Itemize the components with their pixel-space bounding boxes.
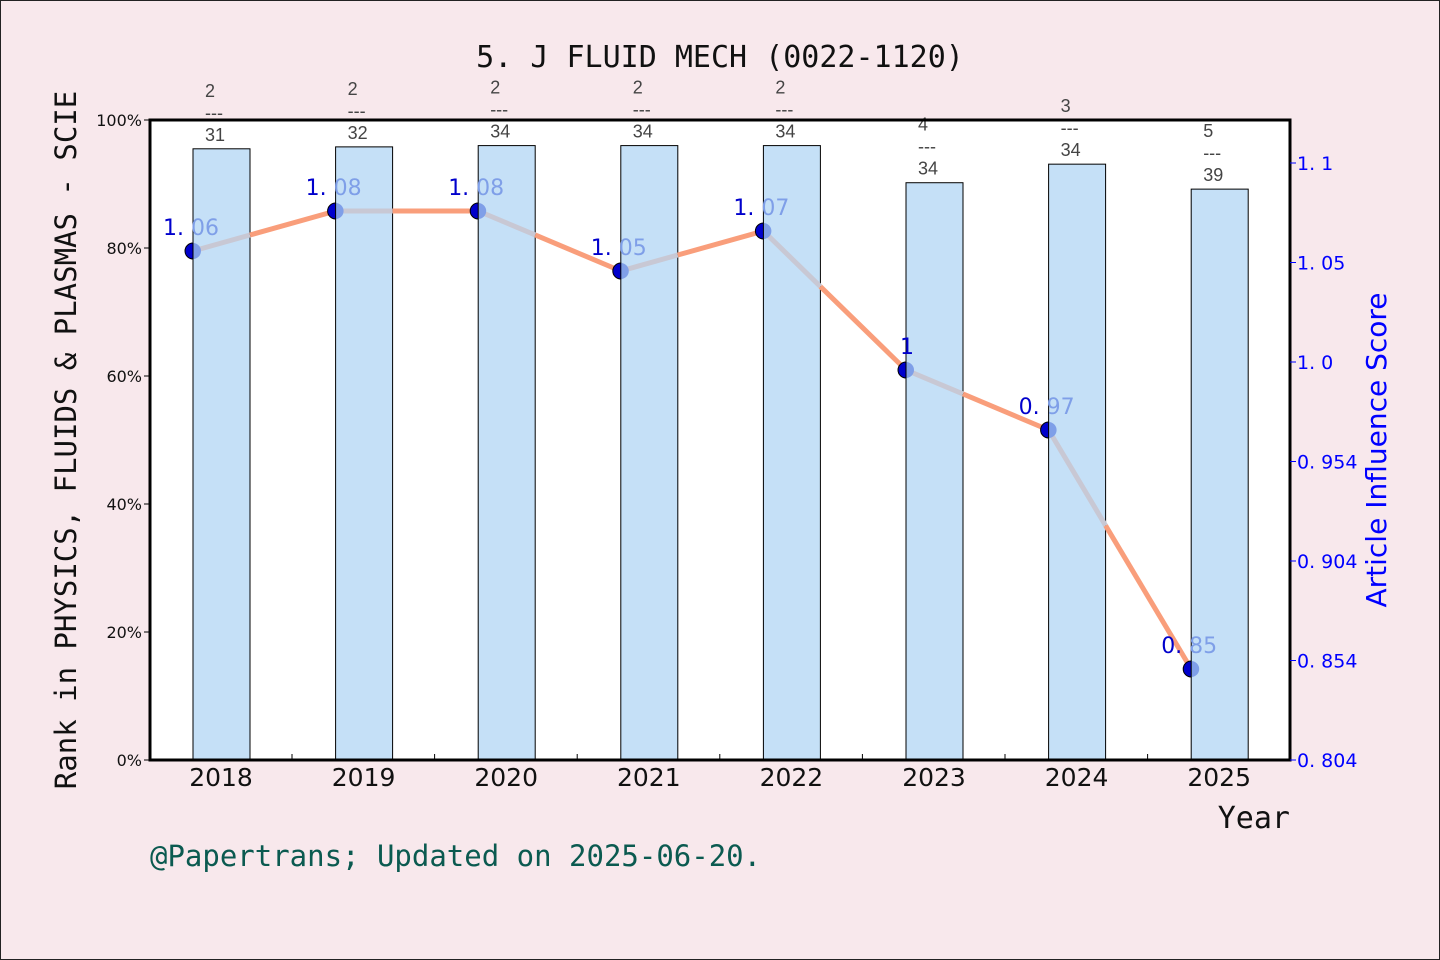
bar-label: 2 --- 31 (205, 81, 225, 145)
bar-label: 4 --- 34 (918, 115, 938, 179)
svg-text:2: 2 (348, 79, 358, 99)
x-tick-label: 2023 (902, 763, 966, 792)
bar-label: 5 --- 39 (1203, 121, 1223, 185)
y-left-tick-label: 40% (106, 495, 142, 514)
y-left-tick-label: 80% (106, 239, 142, 258)
y-right-tick-label: 0. 954 (1297, 452, 1357, 474)
x-tick-label: 2018 (189, 763, 253, 792)
svg-text:0. 85: 0. 85 (1161, 634, 1217, 659)
svg-text:5: 5 (1203, 121, 1213, 141)
svg-text:---: --- (348, 101, 366, 121)
svg-text:1: 1 (900, 335, 914, 360)
bar-2024 (1048, 163, 1107, 761)
bar-2023 (905, 182, 964, 761)
x-axis: 2018 2019 2020 2021 2022 2023 2024 2025 (189, 754, 1251, 792)
bar-label: 2 --- 34 (490, 78, 510, 142)
y-left-tick-label: 100% (96, 111, 142, 130)
bars (192, 145, 1249, 761)
footer-credit: @Papertrans; Updated on 2025-06-20. (150, 839, 761, 873)
svg-text:34: 34 (633, 122, 653, 142)
bar-2025 (1190, 188, 1249, 761)
y-right-tick-label: 0. 854 (1297, 651, 1357, 673)
data-point: 1. 06 (163, 216, 219, 260)
bar-label: 2 --- 34 (775, 78, 795, 142)
data-point: 1. 07 (733, 196, 789, 240)
svg-text:34: 34 (775, 122, 795, 142)
svg-text:34: 34 (1061, 140, 1081, 160)
bar-2019 (335, 146, 394, 761)
x-tick-label: 2025 (1187, 763, 1251, 792)
svg-text:---: --- (490, 100, 508, 120)
svg-text:2: 2 (775, 78, 785, 98)
svg-text:31: 31 (205, 125, 225, 145)
x-axis-label: Year (1218, 801, 1290, 836)
svg-text:2: 2 (490, 78, 500, 98)
svg-text:---: --- (205, 103, 223, 123)
bar-2022 (762, 145, 821, 761)
y-right-tick-label: 1. 0 (1297, 352, 1333, 374)
y-left-tick-label: 0% (117, 751, 142, 770)
x-tick-label: 2021 (617, 763, 681, 792)
svg-text:---: --- (775, 100, 793, 120)
y-axis-left-label: Rank in PHYSICS, FLUIDS & PLASMAS - SCIE (49, 91, 83, 789)
svg-text:1. 08: 1. 08 (306, 176, 362, 201)
svg-text:---: --- (633, 100, 651, 120)
y-axis-left: 0% 20% 40% 60% 80% 100% (96, 111, 150, 770)
y-left-tick-label: 60% (106, 367, 142, 386)
x-tick-label: 2024 (1045, 763, 1109, 792)
score-line: 1. 06 1. 08 1. 08 1. 05 1. 07 1 0. 97 0. 85 (163, 176, 1217, 678)
chart-title: 5. J FLUID MECH (0022-1120) (476, 40, 964, 75)
data-point: 0. 97 (1019, 395, 1075, 439)
svg-text:2: 2 (633, 78, 643, 98)
bar-2021 (620, 145, 679, 761)
bar-label: 2 --- 32 (348, 79, 368, 143)
data-point: 1. 08 (448, 176, 504, 220)
x-tick-label: 2022 (760, 763, 824, 792)
data-point: 0. 85 (1161, 634, 1217, 678)
svg-text:1. 05: 1. 05 (591, 236, 647, 261)
y-left-tick-label: 20% (106, 623, 142, 642)
svg-text:2: 2 (205, 81, 215, 101)
svg-text:---: --- (1203, 143, 1221, 163)
data-point: 1. 08 (306, 176, 362, 220)
bar-label: 2 --- 34 (633, 78, 653, 142)
data-point: 1. 05 (591, 236, 647, 280)
svg-text:---: --- (918, 137, 936, 157)
y-right-tick-label: 0. 804 (1297, 750, 1357, 772)
y-right-tick-label: 0. 904 (1297, 551, 1357, 573)
svg-text:---: --- (1061, 118, 1079, 138)
svg-text:39: 39 (1203, 165, 1223, 185)
svg-text:32: 32 (348, 123, 368, 143)
y-axis-right-label: Article Influence Score (1360, 292, 1393, 607)
svg-text:34: 34 (918, 159, 938, 179)
svg-text:1. 07: 1. 07 (733, 196, 789, 221)
bar-label: 3 --- 34 (1061, 96, 1081, 160)
y-axis-right: 0. 804 0. 854 0. 904 0. 954 1. 0 1. 05 1. 1 (1290, 153, 1357, 772)
svg-text:1. 08: 1. 08 (448, 176, 504, 201)
svg-text:1. 06: 1. 06 (163, 216, 219, 241)
svg-text:0. 97: 0. 97 (1019, 395, 1075, 420)
y-right-tick-label: 1. 1 (1297, 153, 1333, 175)
bar-labels: 2 --- 31 2 --- 32 2 --- 34 2 --- 34 2 --- 34 4 --- 34 3 ---… (205, 78, 1223, 186)
svg-text:3: 3 (1061, 96, 1071, 116)
y-right-tick-label: 1. 05 (1297, 253, 1345, 275)
svg-text:34: 34 (490, 122, 510, 142)
data-point: 1 (897, 335, 914, 379)
bar-2020 (477, 145, 536, 761)
x-tick-label: 2019 (332, 763, 396, 792)
x-tick-label: 2020 (474, 763, 538, 792)
svg-text:4: 4 (918, 115, 928, 135)
